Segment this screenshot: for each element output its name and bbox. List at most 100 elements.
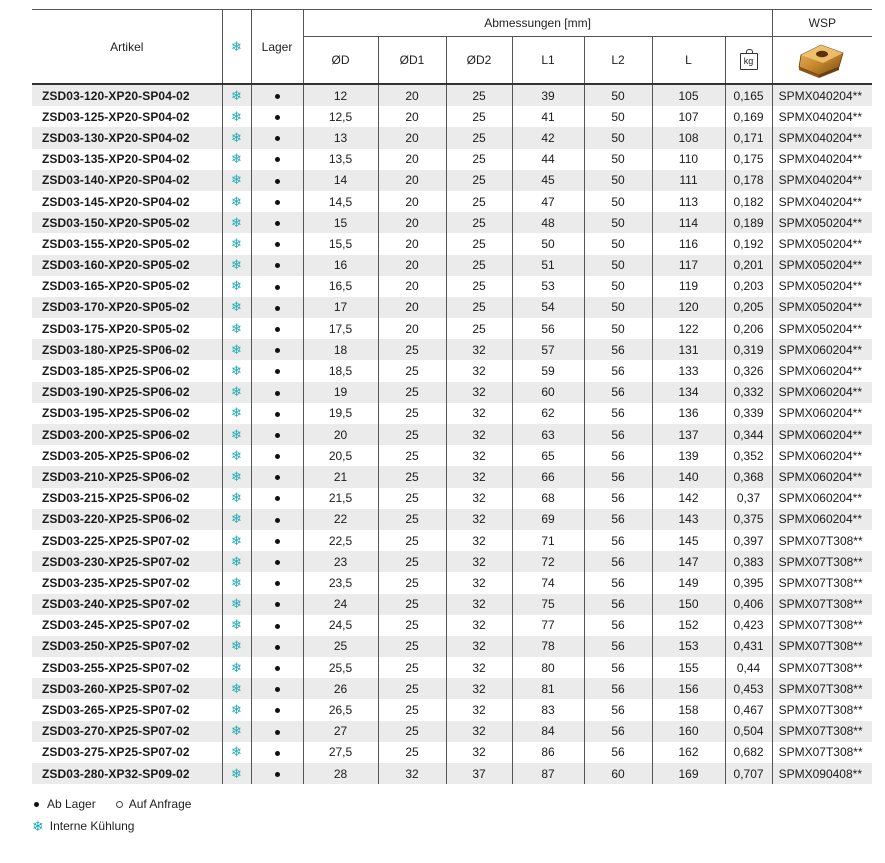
cell-d: 18,5 (303, 360, 379, 382)
cell-d1: 20 (378, 106, 447, 128)
snowflake-icon: ❄ (231, 235, 242, 251)
cell-artikel: ZSD03-150-XP20-SP05-02 (32, 212, 223, 234)
cell-l2: 56 (584, 635, 653, 658)
cell-d: 25,5 (303, 657, 379, 679)
snowflake-icon: ❄ (231, 129, 242, 145)
legend: Ab Lager Auf Anfrage ❄ Interne Kühlung (32, 793, 191, 837)
cell-coolant: ❄ (222, 254, 252, 276)
in-stock-dot-icon (274, 284, 280, 290)
cell-lager (251, 551, 304, 573)
cell-l2: 56 (584, 445, 653, 467)
cell-lager (251, 360, 304, 382)
cell-l2: 56 (584, 402, 653, 424)
cell-l: 145 (652, 529, 726, 552)
cell-d: 27 (303, 720, 379, 742)
table-body: ZSD03-120-XP20-SP04-02 ❄ 12 20 25 39 50 105 0,16… (32, 84, 873, 785)
cell-l2: 56 (584, 424, 653, 446)
table-row: ZSD03-175-XP20-SP05-02 ❄ 17,5 20 25 56 50 122 0,… (32, 318, 872, 340)
cell-l2: 56 (584, 657, 653, 679)
cell-l: 137 (652, 424, 726, 446)
cell-d2: 32 (446, 699, 513, 721)
cell-artikel: ZSD03-195-XP25-SP06-02 (32, 402, 223, 424)
cell-l: 134 (652, 381, 726, 403)
cell-lager (251, 233, 304, 255)
cell-l2: 56 (584, 360, 653, 382)
cell-coolant: ❄ (222, 614, 252, 636)
table-row: ZSD03-215-XP25-SP06-02 ❄ 21,5 25 32 68 56 142 0,… (32, 487, 872, 509)
cell-lager (251, 763, 304, 785)
cell-coolant: ❄ (222, 127, 252, 149)
cell-d2: 37 (446, 763, 513, 785)
cell-kg: 0,682 (725, 741, 773, 763)
in-stock-dot-icon (274, 687, 280, 693)
cell-d1: 25 (378, 657, 447, 679)
cell-wsp: SPMX060204** (772, 508, 873, 530)
cell-d1: 20 (378, 296, 447, 319)
snowflake-icon: ❄ (231, 617, 242, 633)
cell-lager (251, 254, 304, 276)
in-stock-dot-icon (274, 369, 280, 375)
cell-l: 111 (652, 169, 726, 191)
cell-wsp: SPMX060204** (772, 381, 873, 403)
header-artikel: Artikel (32, 9, 223, 85)
cell-l2: 56 (584, 699, 653, 721)
table-row: ZSD03-255-XP25-SP07-02 ❄ 25,5 25 32 80 56 155 0,… (32, 657, 872, 679)
cell-l1: 45 (512, 169, 585, 191)
cell-d2: 32 (446, 466, 513, 488)
snowflake-icon: ❄ (231, 278, 242, 294)
cell-d: 14,5 (303, 190, 379, 213)
cell-l: 152 (652, 614, 726, 636)
cell-d2: 25 (446, 84, 513, 107)
cell-artikel: ZSD03-260-XP25-SP07-02 (32, 678, 223, 700)
cell-artikel: ZSD03-170-XP20-SP05-02 (32, 296, 223, 319)
cell-artikel: ZSD03-120-XP20-SP04-02 (32, 84, 223, 107)
in-stock-dot-icon (274, 496, 280, 502)
cell-coolant: ❄ (222, 381, 252, 403)
snowflake-icon: ❄ (231, 363, 242, 379)
cell-l2: 50 (584, 106, 653, 128)
cell-d2: 32 (446, 339, 513, 361)
cell-l2: 50 (584, 169, 653, 191)
weight-icon: kg (739, 48, 758, 70)
cell-lager (251, 466, 304, 488)
legend-interne-kuehlung: Interne Kühlung (49, 819, 135, 833)
cell-wsp: SPMX07T308** (772, 593, 873, 615)
header-wsp: WSP (772, 9, 873, 37)
cell-l2: 56 (584, 381, 653, 403)
table-row: ZSD03-225-XP25-SP07-02 ❄ 22,5 25 32 71 56 145 0,… (32, 529, 872, 552)
cell-wsp: SPMX050204** (778, 279, 862, 294)
snowflake-icon: ❄ (231, 680, 242, 696)
cell-l: 113 (652, 190, 726, 213)
in-stock-dot-icon (274, 411, 280, 417)
cell-l: 169 (652, 763, 726, 785)
cell-l1: 74 (512, 572, 585, 594)
cell-l: 116 (652, 233, 726, 255)
snowflake-icon: ❄ (231, 151, 242, 167)
cell-coolant: ❄ (222, 466, 252, 488)
cell-wsp: SPMX07T308** (778, 745, 863, 760)
cell-l2: 50 (584, 275, 653, 297)
cell-l1: 53 (512, 275, 585, 297)
legend-stock-line: Ab Lager Auf Anfrage (32, 793, 191, 815)
cell-wsp: SPMX07T308** (778, 660, 863, 675)
cell-l: 155 (652, 657, 726, 679)
snowflake-icon: ❄ (231, 384, 242, 400)
snowflake-icon: ❄ (32, 818, 44, 834)
cell-d: 28 (303, 763, 379, 785)
cell-wsp: SPMX040204** (778, 152, 862, 167)
table-row: ZSD03-280-XP32-SP09-02 ❄ 28 32 37 87 60 169 0,70… (32, 763, 873, 785)
cell-d: 17 (303, 296, 379, 319)
table-row: ZSD03-220-XP25-SP06-02 ❄ 22 25 32 69 56 143 0,37… (32, 508, 873, 530)
cell-l2: 56 (584, 466, 653, 488)
header-insert (772, 36, 873, 85)
in-stock-dot-icon (274, 390, 280, 396)
cell-l2: 56 (584, 487, 653, 509)
cell-kg: 0,201 (725, 254, 773, 276)
cell-coolant: ❄ (222, 635, 252, 658)
cell-kg: 0,205 (725, 296, 773, 319)
in-stock-dot-icon (34, 801, 39, 807)
header-col-l: L (652, 36, 726, 85)
cell-d2: 32 (446, 424, 513, 446)
cell-l: 119 (652, 275, 726, 297)
cell-wsp: SPMX050204** (778, 321, 862, 336)
